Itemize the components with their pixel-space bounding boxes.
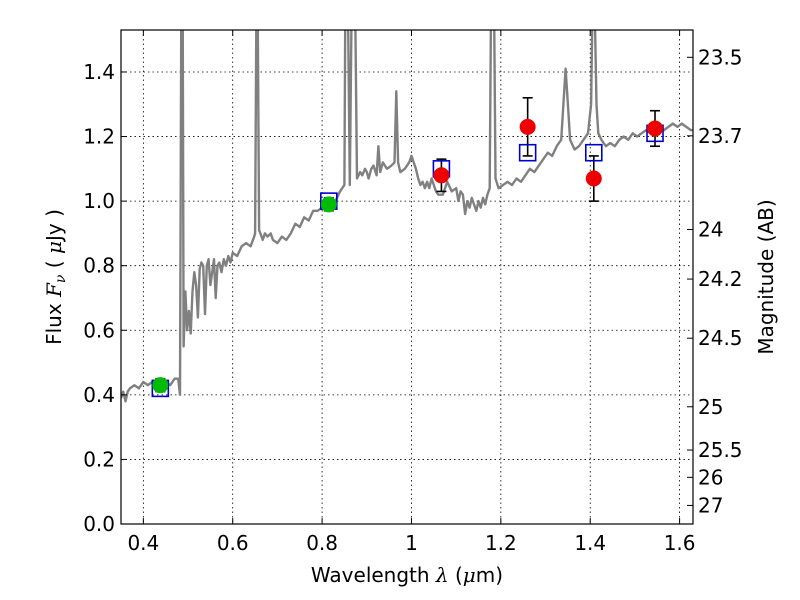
observed-nir-point	[433, 167, 450, 184]
y-axis-label-unit-rest: Jy )	[42, 209, 66, 243]
y-tick-label: 0.6	[83, 318, 115, 342]
y2-tick-label: 23.5	[698, 45, 743, 69]
y2-tick-label: 25	[698, 395, 723, 419]
x-tick-label: 0.6	[217, 531, 249, 555]
y-tick-label: 0.2	[83, 447, 115, 471]
y-tick-label: 0.0	[83, 512, 115, 536]
x-axis-label-unit-open: (	[449, 563, 463, 587]
observed-nir-point	[647, 120, 664, 137]
y2-tick-label: 24	[698, 218, 723, 242]
y2-tick-label: 24.5	[698, 326, 743, 350]
y2-tick-label: 26	[698, 465, 723, 489]
y-axis-label-symbol: F	[42, 282, 66, 298]
plot-area	[121, 30, 693, 403]
y-axis-label: Flux Fν ( μJy )	[42, 209, 69, 345]
observed-nir-point	[585, 170, 602, 187]
x-axis-label-mu: μ	[463, 563, 476, 587]
y-axis-label-unit-open: (	[42, 254, 66, 275]
x-tick-label: 1.2	[485, 531, 517, 555]
model-spectrum-line	[121, 30, 693, 403]
y2-axis-label: Magnitude (AB)	[754, 199, 778, 354]
x-tick-label: 0.8	[306, 531, 338, 555]
ticks: 0.4 0.6 0.8 1 1.2 1.4 1.6 0.0 0.2 0.4 0.6 0.8 1.0 1.2…	[83, 30, 743, 555]
y-tick-label: 1.4	[83, 60, 115, 84]
markers	[151, 118, 664, 398]
plot-frame	[120, 29, 694, 525]
model-bandpass-flux-square	[518, 143, 537, 162]
y-axis-label-sub: ν	[53, 274, 69, 283]
y-tick-label: 1.2	[83, 125, 115, 149]
y-axis-label-prefix: Flux	[42, 297, 66, 345]
y2-tick-label: 24.2	[698, 267, 743, 291]
x-axis-label-prefix: Wavelength	[311, 563, 436, 587]
x-tick-label: 1	[405, 531, 418, 555]
y-tick-label: 1.0	[83, 189, 115, 213]
observed-nir-point	[519, 118, 536, 135]
observed-optical-point	[152, 377, 169, 394]
x-axis-label-unit-rest: m)	[476, 563, 503, 587]
x-tick-label: 1.6	[664, 531, 696, 555]
y2-tick-label: 27	[698, 493, 723, 517]
x-tick-label: 1.4	[574, 531, 606, 555]
y-axis-label-mu: μ	[42, 241, 66, 254]
x-axis-label: Wavelength λ (μm)	[311, 563, 503, 587]
model-bandpass-flux-square	[584, 143, 603, 162]
y-tick-label: 0.8	[83, 254, 115, 278]
x-axis-label-symbol: λ	[435, 563, 449, 587]
y2-tick-label: 23.7	[698, 124, 743, 148]
y2-tick-label: 25.5	[698, 438, 743, 462]
x-tick-label: 0.4	[127, 531, 159, 555]
observed-optical-point	[320, 196, 337, 213]
y-tick-label: 0.4	[83, 383, 115, 407]
